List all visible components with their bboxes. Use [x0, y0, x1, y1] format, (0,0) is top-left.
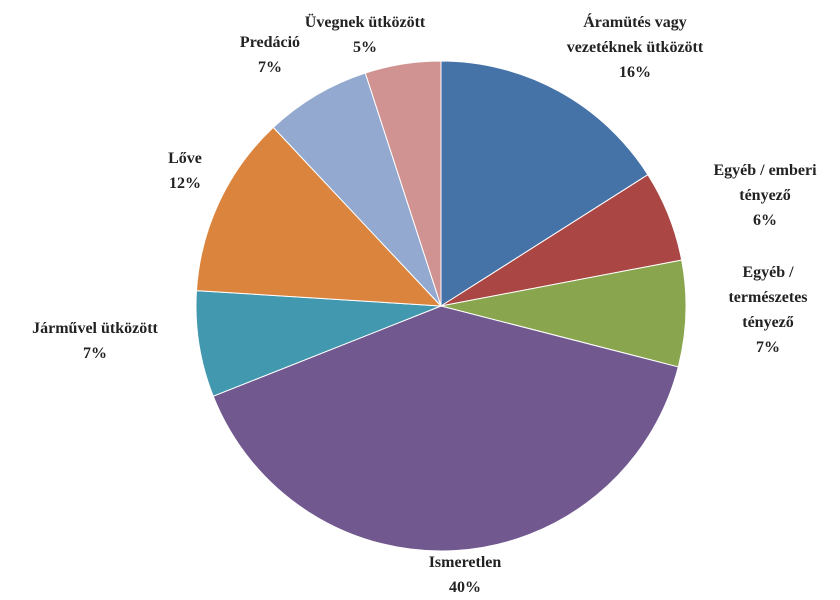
slice-label: Lőve 12% — [145, 146, 225, 196]
value-label: 40% — [449, 579, 481, 596]
value-label: 6% — [753, 212, 777, 229]
pie-slice — [364, 60, 442, 307]
pie-slice — [195, 126, 443, 307]
value-label: 12% — [169, 175, 201, 192]
category-name: Járművel ütközött — [32, 320, 158, 337]
category-name: Áramütés vagy vezetéknek ütközött — [566, 14, 704, 56]
slice-label: Egyéb / természetes tényező 7% — [708, 260, 828, 360]
pie-slice — [440, 60, 649, 307]
value-label: 7% — [258, 59, 282, 76]
pie-slice — [195, 290, 442, 397]
slice-label: Járművel ütközött 7% — [0, 316, 190, 366]
pie-slice — [440, 259, 687, 368]
value-label: 5% — [353, 39, 377, 56]
pie-slice — [212, 305, 679, 552]
category-name: Lőve — [168, 150, 202, 167]
category-name: Egyéb / emberi tényező — [713, 162, 817, 204]
category-name: Ismeretlen — [428, 554, 502, 571]
slice-label: Áramütés vagy vezetéknek ütközött 16% — [560, 10, 710, 85]
slice-label: Ismeretlen 40% — [365, 550, 565, 600]
value-label: 16% — [619, 64, 651, 81]
category-name: Egyéb / természetes tényező — [728, 264, 808, 331]
category-name: Üvegnek ütközött — [304, 14, 426, 31]
pie-slice — [272, 72, 442, 307]
value-label: 7% — [756, 339, 780, 356]
slice-label: Üvegnek ütközött 5% — [285, 10, 445, 60]
slice-label: Predáció 7% — [225, 30, 315, 80]
category-name: Predáció — [239, 34, 301, 51]
value-label: 7% — [83, 345, 107, 362]
slice-label: Egyéb / emberi tényező 6% — [690, 158, 840, 233]
